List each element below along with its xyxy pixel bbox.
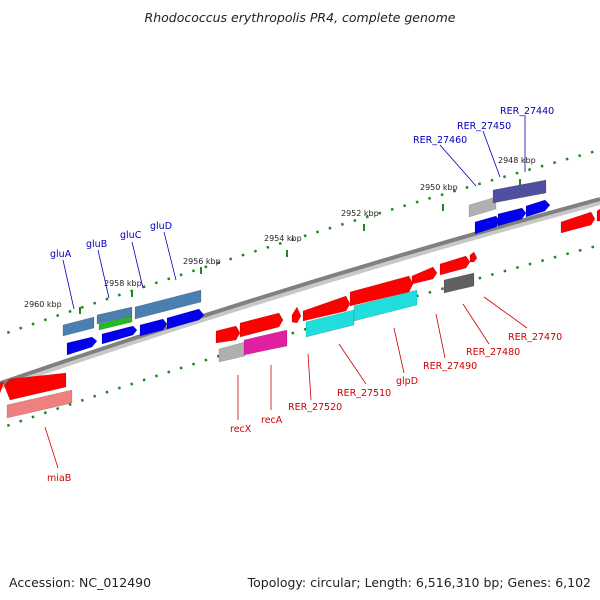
gene-arrow-lightred[interactable] <box>6 389 73 419</box>
label-leader <box>435 313 446 359</box>
tick-label: 2958 kbp <box>104 279 142 288</box>
label-leader <box>393 327 405 374</box>
gene-arrow-red[interactable] <box>0 381 5 394</box>
gene-label: RER_27460 <box>413 135 467 146</box>
gene-arrow-red[interactable] <box>349 275 414 307</box>
gene-arrow-blue[interactable] <box>139 318 168 337</box>
accession-text: Accession: NC_012490 <box>9 575 152 590</box>
gene-label: RER_27480 <box>466 347 520 358</box>
topology-text: Topology: circular; Length: 6,516,310 bp… <box>247 575 591 590</box>
tick-label: 2952 kbp <box>341 209 379 218</box>
gene-label: RER_27510 <box>337 388 391 399</box>
lower-ruler-line <box>0 243 600 430</box>
gene-label: RER_27450 <box>457 121 511 132</box>
gene-arrow-grey[interactable] <box>468 196 497 218</box>
tick-label: 2948 kbp <box>498 156 536 165</box>
forward-labels: miaB recX recA RER_27520 RER_27510 glpD … <box>44 296 562 484</box>
gene-arrow-red[interactable] <box>411 266 438 285</box>
gene-label: gluD <box>150 221 172 232</box>
tick-label: 2954 kbp <box>264 234 302 243</box>
gene-arrow-red[interactable] <box>439 255 471 276</box>
forward-features <box>0 208 600 419</box>
gene-arrow-red[interactable] <box>560 211 596 234</box>
gene-label: RER_27470 <box>508 332 562 343</box>
genome-backbone-shadow <box>0 199 600 390</box>
gene-label: recX <box>230 424 252 435</box>
gene-arrow-red[interactable] <box>239 312 284 338</box>
label-leader <box>307 353 312 401</box>
gene-arrow-red[interactable] <box>291 306 302 324</box>
gene-arrow-red[interactable] <box>3 372 67 401</box>
label-leader <box>482 130 501 178</box>
gene-arrow-darkgrey[interactable] <box>443 272 475 294</box>
label-leader <box>163 231 177 281</box>
gene-arrow-steelblue[interactable] <box>134 289 202 320</box>
tick-label: 2960 kbp <box>24 300 62 309</box>
gene-arrow-red[interactable] <box>215 325 241 344</box>
ruler-ticks <box>79 179 521 314</box>
gene-arrow-cyan[interactable] <box>353 289 418 322</box>
gene-arrow-blue[interactable] <box>525 199 551 218</box>
gene-arrow-blue[interactable] <box>66 336 98 356</box>
gene-label: gluB <box>86 239 107 250</box>
label-leader <box>97 249 110 299</box>
map-title: Rhodococcus erythropolis PR4, complete g… <box>144 10 456 25</box>
reverse-labels: gluA gluB gluC gluD RER_27460 RER_27450 … <box>50 106 554 310</box>
gene-arrow-blue[interactable] <box>166 308 205 330</box>
tick-label: 2956 kbp <box>183 257 221 266</box>
gene-label: miaB <box>47 473 71 484</box>
label-leader <box>338 343 367 385</box>
gene-label: recA <box>261 415 283 426</box>
label-leader <box>131 241 144 289</box>
gene-arrow-magenta[interactable] <box>243 329 288 356</box>
label-leader <box>62 259 75 310</box>
gene-label: RER_27520 <box>288 402 342 413</box>
gene-label: RER_27440 <box>500 106 554 117</box>
genome-backbone <box>0 197 600 386</box>
label-leader <box>44 426 59 469</box>
gene-arrow-green[interactable] <box>98 315 133 331</box>
gene-arrow-red[interactable] <box>302 295 351 322</box>
gene-label: gluC <box>120 230 142 241</box>
label-leader <box>462 303 490 345</box>
gene-label: gluA <box>50 249 72 260</box>
gene-arrow-steelblue[interactable] <box>62 316 95 337</box>
tick-label: 2950 kbp <box>420 183 458 192</box>
gene-arrow-grey[interactable] <box>218 341 246 363</box>
gene-arrow-cyan[interactable] <box>305 309 355 338</box>
gene-label: RER_27490 <box>423 361 477 372</box>
gene-arrow-red[interactable] <box>469 251 478 263</box>
reverse-features <box>62 179 551 356</box>
gene-arrow-blue[interactable] <box>497 207 527 227</box>
gene-arrow-blue[interactable] <box>101 325 138 345</box>
upper-ruler-line <box>0 148 600 337</box>
label-leader <box>439 144 477 187</box>
gene-arrow-slate[interactable] <box>492 179 547 204</box>
gene-label: glpD <box>396 376 418 387</box>
gene-arrow-red[interactable] <box>596 208 600 222</box>
label-leader <box>483 296 528 329</box>
